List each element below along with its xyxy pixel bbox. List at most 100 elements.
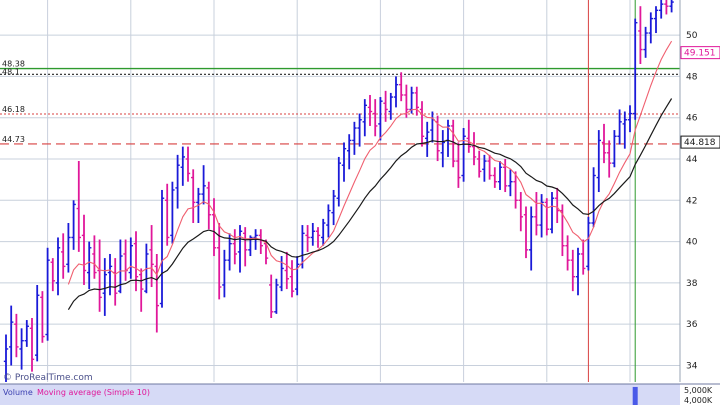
price-bar bbox=[87, 241, 92, 290]
price-bar bbox=[24, 320, 29, 347]
price-bar bbox=[482, 154, 487, 182]
price-bar bbox=[81, 214, 87, 285]
price-bar bbox=[643, 26, 648, 58]
price-bar bbox=[107, 253, 113, 296]
price-bar bbox=[347, 134, 352, 170]
price-bar bbox=[3, 334, 9, 382]
price-bar bbox=[648, 12, 653, 44]
volume-axis-label-bottom: 4,000K bbox=[684, 396, 713, 405]
price-bar bbox=[669, 0, 674, 13]
price-bar bbox=[201, 165, 206, 205]
price-bar bbox=[430, 111, 435, 143]
y-tick-label: 46 bbox=[686, 114, 698, 124]
price-bar bbox=[19, 328, 24, 370]
price-bar bbox=[529, 206, 534, 271]
y-tick-label: 38 bbox=[686, 279, 698, 289]
price-bar bbox=[128, 237, 133, 279]
y-tick-label: 34 bbox=[686, 361, 698, 371]
price-bar bbox=[352, 121, 357, 155]
price-bar bbox=[321, 218, 326, 246]
price-bar bbox=[399, 72, 404, 102]
price-bar bbox=[565, 235, 570, 271]
price-bar bbox=[627, 105, 633, 133]
price-bar bbox=[284, 251, 289, 290]
price-bar bbox=[113, 258, 118, 306]
price-bar bbox=[653, 6, 659, 34]
price-bar bbox=[388, 92, 393, 120]
price-bar bbox=[440, 130, 445, 168]
price-bar bbox=[664, 0, 669, 15]
price-bar bbox=[456, 142, 461, 188]
price-bar bbox=[591, 167, 596, 228]
price-bar bbox=[622, 111, 627, 149]
y-tick-label: 48 bbox=[686, 72, 698, 82]
price-bars bbox=[3, 0, 674, 382]
price-bar bbox=[461, 128, 466, 182]
vertical-markers bbox=[587, 0, 636, 382]
price-bar bbox=[50, 258, 55, 292]
price-bar bbox=[497, 161, 503, 190]
price-bar bbox=[258, 229, 263, 254]
price-bar bbox=[612, 130, 617, 168]
price-badge-text: 44.818 bbox=[684, 138, 716, 148]
price-bar bbox=[534, 192, 539, 236]
price-bar bbox=[539, 194, 544, 238]
price-bar bbox=[404, 84, 409, 118]
price-level-label: 46.18 bbox=[2, 105, 25, 114]
watermark-text: © ProRealTime.com bbox=[3, 373, 93, 383]
price-bar bbox=[508, 169, 513, 197]
price-bar bbox=[102, 258, 107, 316]
price-bar bbox=[310, 223, 315, 246]
price-bar bbox=[40, 291, 45, 343]
price-bar bbox=[66, 223, 71, 273]
price-bar bbox=[331, 189, 336, 226]
price-bar bbox=[477, 150, 482, 178]
price-bar bbox=[586, 216, 591, 271]
price-bar bbox=[165, 183, 170, 246]
price-bar bbox=[367, 94, 373, 126]
volume-panel[interactable]: Volume Moving average (Simple 10) 5,000K… bbox=[0, 383, 720, 405]
volume-bar bbox=[632, 386, 638, 405]
price-bar bbox=[393, 76, 399, 108]
price-bar bbox=[211, 198, 217, 257]
price-bar bbox=[471, 132, 477, 166]
price-bar bbox=[513, 171, 518, 209]
price-bar bbox=[518, 192, 523, 232]
price-bar bbox=[232, 229, 237, 265]
price-bar bbox=[123, 239, 128, 281]
price-bar bbox=[61, 233, 66, 279]
price-bar bbox=[549, 192, 555, 234]
price-badge: 44.818 bbox=[680, 135, 720, 149]
price-bar bbox=[76, 161, 81, 252]
price-badge: 49.151 bbox=[680, 46, 720, 60]
price-bar bbox=[55, 237, 61, 296]
price-bar bbox=[419, 101, 425, 147]
price-level-label: 44.73 bbox=[2, 135, 25, 144]
price-bar bbox=[206, 181, 211, 230]
y-tick-label: 44 bbox=[686, 155, 698, 165]
price-bar bbox=[149, 225, 154, 288]
grid bbox=[0, 0, 680, 382]
price-bar bbox=[487, 154, 492, 180]
price-bar bbox=[29, 317, 35, 372]
moving-average-fast-line bbox=[67, 40, 673, 285]
price-bar bbox=[451, 119, 456, 168]
price-bar bbox=[315, 227, 321, 248]
price-bar bbox=[326, 204, 331, 238]
price-axis: 34 36 38 40 42 44 46 48 50 49.151 44.818 bbox=[679, 0, 720, 382]
price-bar bbox=[570, 249, 575, 292]
price-badge-box bbox=[680, 46, 720, 60]
price-bar bbox=[373, 99, 378, 137]
price-bar bbox=[45, 247, 50, 341]
price-bar bbox=[378, 97, 383, 141]
volume-ma-label: Moving average (Simple 10) bbox=[37, 388, 150, 397]
price-bar bbox=[175, 154, 180, 209]
axis-background bbox=[680, 0, 720, 382]
price-bar bbox=[295, 256, 300, 296]
price-bar bbox=[575, 247, 581, 296]
price-bar bbox=[185, 146, 191, 182]
y-tick-label: 50 bbox=[686, 31, 698, 41]
